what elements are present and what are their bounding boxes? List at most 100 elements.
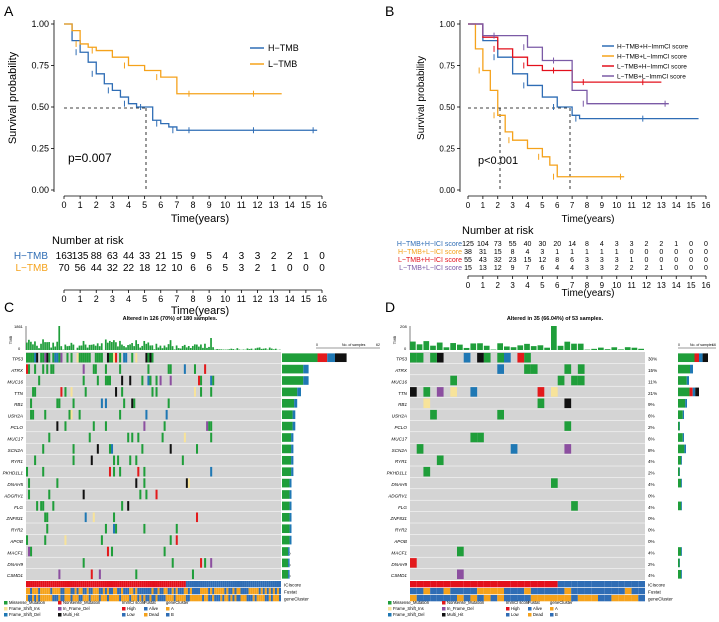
c-tmb-bar xyxy=(262,348,265,350)
c-annotation-cell xyxy=(28,581,31,588)
b-risk-xtick-label: 7 xyxy=(570,281,575,290)
c-annotation-cell xyxy=(46,581,49,588)
c-side-bar xyxy=(291,455,294,465)
c-mutation-cell xyxy=(42,364,45,374)
d-legend-header: ImmCl score xyxy=(506,600,530,605)
c-annotation-cell xyxy=(163,588,166,595)
c-annotation-cell xyxy=(98,595,101,602)
b-xtick-label: 12 xyxy=(642,201,651,210)
d-tmb-bar xyxy=(591,348,597,350)
c-tmb-bar xyxy=(254,348,257,350)
c-tmb-bar xyxy=(137,343,140,350)
c-annotation-cell xyxy=(86,581,89,588)
c-mutation-cell xyxy=(46,523,49,534)
c-annotation-cell xyxy=(94,595,97,602)
a-ytick-label: 0.75 xyxy=(31,61,49,71)
d-annotation-cell xyxy=(443,595,451,602)
d-tmb-bar xyxy=(463,347,470,350)
c-tmb-bar xyxy=(187,346,190,350)
d-annotation-cell xyxy=(504,595,511,602)
c-mutation-cell xyxy=(113,512,116,523)
c-annotation-cell xyxy=(189,595,192,602)
c-tmb-bar xyxy=(270,348,273,350)
a-risk-xtick-label: 7 xyxy=(174,294,179,304)
c-mutation-cell xyxy=(143,478,146,488)
d-gene-percent: 4% xyxy=(648,550,655,555)
d-mutation-cell xyxy=(504,352,511,363)
b-risk-xtick-label: 9 xyxy=(600,281,605,290)
d-annotation-cell xyxy=(591,581,598,588)
panel-a-letter: A xyxy=(4,3,14,19)
c-annotation-cell xyxy=(147,595,150,602)
a-ytick-label: 0.00 xyxy=(31,185,49,195)
d-annotation-cell xyxy=(463,581,471,588)
c-annotation-cell xyxy=(220,595,223,602)
d-tmb-bar xyxy=(524,343,530,350)
c-side-bar xyxy=(282,524,290,534)
c-mutation-cell xyxy=(106,375,109,386)
c-tmb-label: TMB xyxy=(8,335,13,344)
c-annotation-cell xyxy=(143,595,146,602)
c-annotation-cell xyxy=(228,581,231,588)
c-annotation-cell xyxy=(74,588,77,595)
c-annotation-cell xyxy=(127,581,130,588)
d-annotation-cell xyxy=(577,581,585,588)
d-gene-percent: 8% xyxy=(648,448,655,453)
c-mutation-cell xyxy=(129,375,132,386)
d-annotation-cell xyxy=(618,588,625,595)
c-annotation-cell xyxy=(248,581,251,588)
c-legend-swatch xyxy=(58,613,62,617)
c-tmb-bar xyxy=(32,344,34,350)
c-mutation-cell xyxy=(42,352,45,363)
c-side-bar xyxy=(291,467,294,477)
d-gene-label: TTN xyxy=(398,391,408,396)
c-side-bar xyxy=(282,501,290,511)
a-xtick-label: 14 xyxy=(285,200,295,210)
c-tmb-bar xyxy=(198,346,200,350)
d-annotation-cell xyxy=(631,588,639,595)
d-annotation-label: Fustat xyxy=(648,590,661,595)
b-risk-value: 4 xyxy=(600,241,604,248)
c-annotation-cell xyxy=(187,581,190,588)
d-side-axis-min: 0 xyxy=(678,343,680,347)
c-oncoplot: TP5334%ATRX14%MUC1614%TTN10%RB18%USH2A7%… xyxy=(3,352,293,580)
d-tmb-bar xyxy=(443,347,450,350)
c-annotation-cell xyxy=(96,581,99,588)
c-side-bar xyxy=(303,364,309,374)
d-legend: Missense_Mutation Nonsense_Mutation Frame_… xyxy=(388,600,573,617)
c-annotation-cell xyxy=(86,595,89,602)
c-mutation-cell xyxy=(70,387,73,397)
c-annotation-cell xyxy=(208,581,211,588)
d-mutation-cell xyxy=(436,352,444,363)
c-annotation-cell xyxy=(76,581,79,588)
d-gene-percent: 21% xyxy=(648,391,657,396)
c-annotation-cell xyxy=(248,588,251,595)
c-mutation-cell xyxy=(167,398,170,409)
a-risk-value: 9 xyxy=(190,251,196,262)
c-annotation-cell xyxy=(56,581,59,588)
c-mutation-cell xyxy=(135,478,138,488)
c-annotation-cell xyxy=(135,581,138,588)
c-mutation-cell xyxy=(155,375,158,386)
b-risk-value: 38 xyxy=(464,249,472,256)
b-risk-value: 4 xyxy=(526,249,530,256)
d-gene-label: ADGRV1 xyxy=(387,493,407,498)
c-mutation-cell xyxy=(104,523,107,534)
c-tmb-bar xyxy=(42,339,44,350)
c-side-bar xyxy=(289,490,292,499)
d-side-bar xyxy=(678,501,682,511)
c-mutation-cell xyxy=(40,501,43,511)
c-annotation-cell xyxy=(214,581,217,588)
a-risk-value: 21 xyxy=(155,251,167,262)
d-annotation-cell xyxy=(524,588,531,595)
c-annotation-cell xyxy=(167,588,170,595)
c-annotation-cell xyxy=(171,588,174,595)
c-annotation-cell xyxy=(106,595,109,602)
c-annotation-cell xyxy=(60,595,63,602)
c-annotation-cell xyxy=(183,595,186,602)
c-mutation-cell xyxy=(141,444,144,454)
panel-c: C Altered in 126 (70%) of 180 samples. 1… xyxy=(3,299,380,617)
c-tmb-bar xyxy=(228,349,231,350)
a-xtick-label: 0 xyxy=(61,200,66,210)
b-pvalue: p<0.001 xyxy=(478,155,518,167)
